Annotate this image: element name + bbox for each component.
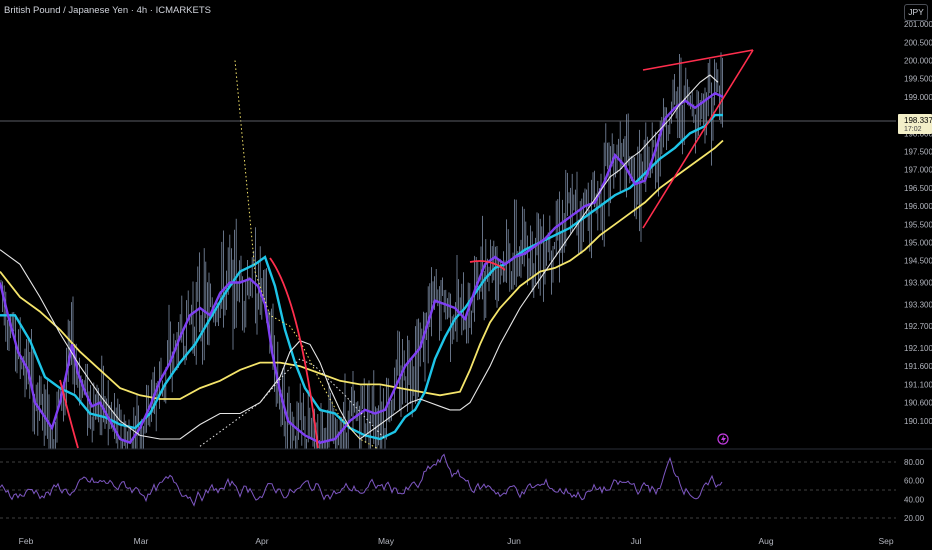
price-tick-4: 199.000 [904, 93, 932, 102]
price-tick-21: 190.100 [904, 417, 932, 426]
time-tick-aug: Aug [758, 536, 773, 546]
price-tick-17: 192.100 [904, 344, 932, 353]
red-ma-segment [469, 260, 506, 271]
time-tick-jul: Jul [631, 536, 642, 546]
price-tick-10: 196.000 [904, 202, 932, 211]
price-tick-11: 195.500 [904, 220, 932, 229]
rsi-line [0, 453, 723, 507]
price-tick-3: 199.500 [904, 75, 932, 84]
purple-ma-line [0, 91, 724, 445]
cyan-ma-line [0, 113, 723, 441]
price-tick-13: 194.500 [904, 257, 932, 266]
white-ma-line [0, 74, 719, 440]
price-label: 198.337 17:02 [898, 114, 932, 134]
price-tick-12: 195.000 [904, 238, 932, 247]
time-tick-apr: Apr [255, 536, 268, 546]
price-tick-18: 191.600 [904, 362, 932, 371]
time-tick-may: May [378, 536, 395, 546]
price-tick-9: 196.500 [904, 184, 932, 193]
price-tick-7: 197.500 [904, 147, 932, 156]
trendlines[interactable] [59, 49, 754, 449]
time-tick-mar: Mar [134, 536, 149, 546]
yellow-ma-line [0, 139, 724, 400]
currency-selector[interactable]: JPY [904, 4, 928, 21]
time-tick-sep: Sep [878, 536, 893, 546]
rsi-tick-1: 60.00 [904, 477, 925, 486]
price-axis[interactable]: 201.000200.500200.000199.500199.000198.0… [904, 20, 932, 426]
time-tick-jun: Jun [507, 536, 521, 546]
time-tick-feb: Feb [19, 536, 34, 546]
price-tick-14: 193.900 [904, 279, 932, 288]
symbol-title[interactable]: British Pound / Japanese Yen · 4h · ICMA… [4, 5, 211, 16]
price-tick-8: 197.000 [904, 166, 932, 175]
upper-trendline[interactable] [642, 49, 754, 71]
price-tick-0: 201.000 [904, 20, 932, 29]
price-tick-1: 200.500 [904, 38, 932, 47]
lower-trendline[interactable] [642, 49, 754, 229]
candles [0, 52, 723, 449]
red-ma-segment [59, 379, 79, 449]
moving-averages [0, 74, 724, 445]
red-ma-segment [269, 257, 319, 449]
rsi-pane [0, 453, 896, 519]
rsi-tick-2: 40.00 [904, 495, 925, 504]
price-tick-20: 190.600 [904, 399, 932, 408]
time-axis[interactable]: Feb Mar Apr May Jun Jul Aug Sep [19, 536, 894, 546]
dotted-curve [234, 60, 380, 449]
price-tick-16: 192.700 [904, 322, 932, 331]
price-tick-15: 193.300 [904, 300, 932, 309]
price-tick-2: 200.000 [904, 56, 932, 65]
price-label-value: 198.337 [904, 116, 932, 125]
dotted-curves [199, 60, 386, 449]
lightning-icon[interactable] [717, 433, 729, 445]
price-label-time: 17:02 [904, 126, 922, 133]
price-tick-19: 191.100 [904, 380, 932, 389]
rsi-tick-3: 20.00 [904, 514, 925, 523]
rsi-tick-0: 80.00 [904, 458, 925, 467]
rsi-axis: 80.00 60.00 40.00 20.00 [904, 458, 925, 523]
